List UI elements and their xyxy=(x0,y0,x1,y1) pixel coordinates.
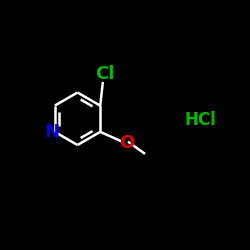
Text: Cl: Cl xyxy=(96,65,115,84)
Text: HCl: HCl xyxy=(184,111,216,129)
Text: O: O xyxy=(119,134,134,152)
Text: N: N xyxy=(45,123,60,141)
